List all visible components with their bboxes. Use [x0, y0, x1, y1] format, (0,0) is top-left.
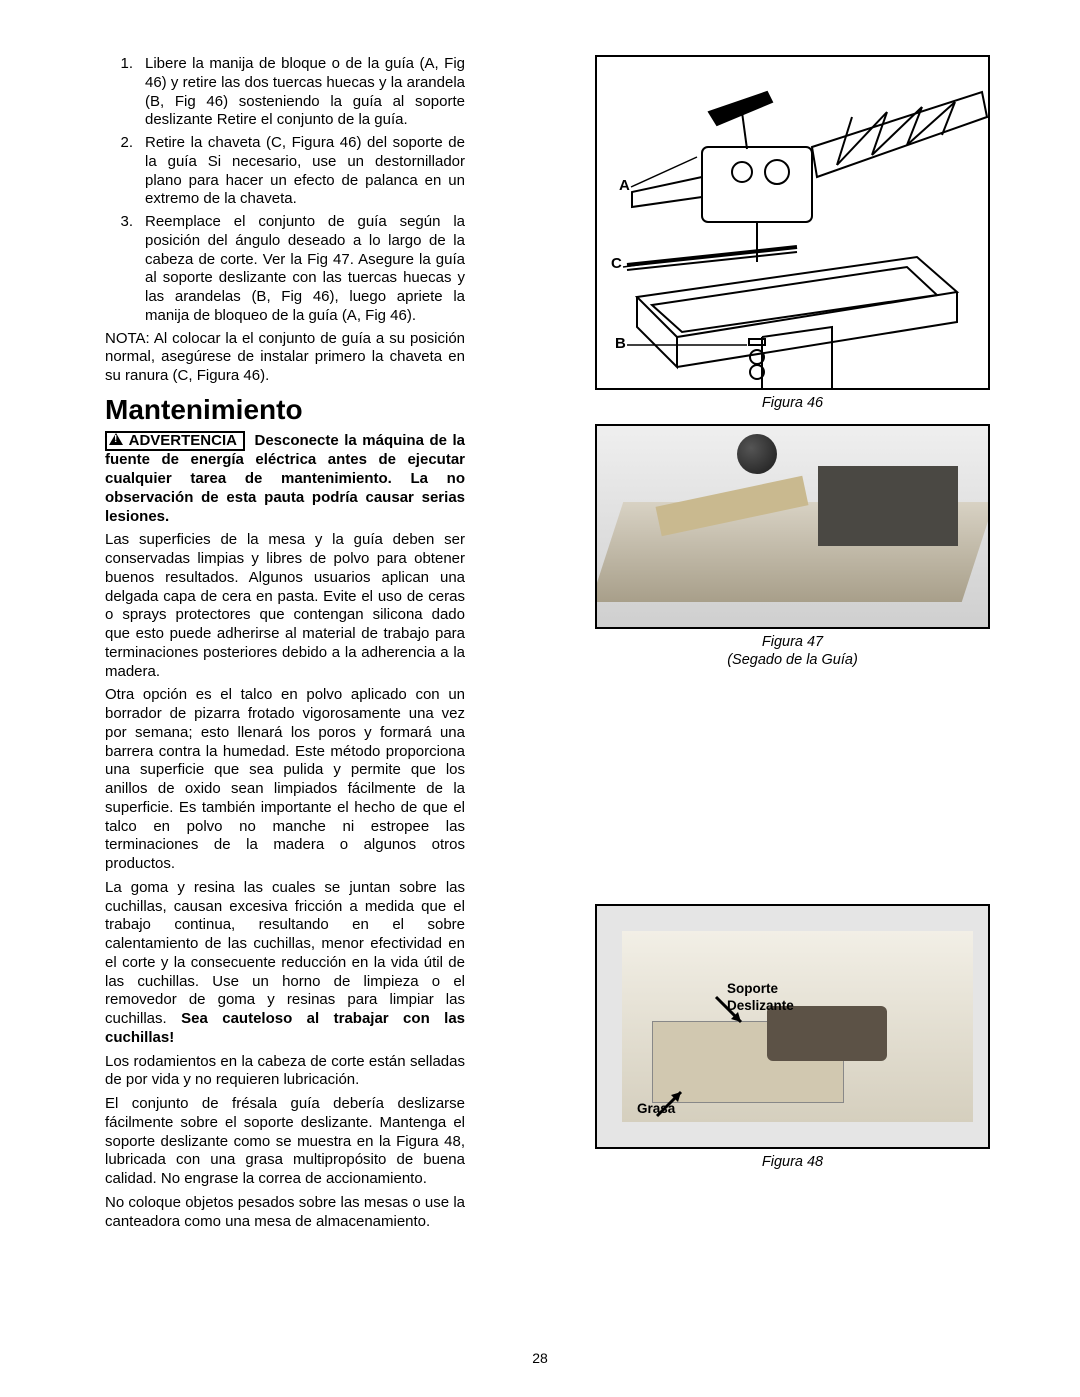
- step-number: 2.: [105, 134, 145, 209]
- right-column: A C B Figura 46: [595, 55, 990, 1236]
- fig47-knob: [737, 434, 777, 474]
- procedure-list: 1. Libere la manija de bloque o de la gu…: [105, 55, 465, 326]
- step-number: 1.: [105, 55, 145, 130]
- fig47-fence: [818, 466, 958, 546]
- figure-48-caption: Figura 48: [595, 1153, 990, 1171]
- fig46-label-A: A: [619, 177, 630, 196]
- body-para-blades: La goma y resina las cuales se juntan so…: [105, 879, 465, 1048]
- figure-46-drawing: [597, 57, 990, 390]
- page-number: 28: [0, 1350, 1080, 1368]
- note: NOTA: Al colocar la el conjunto de guía …: [105, 330, 465, 386]
- step-2: 2. Retire la chaveta (C, Figura 46) del …: [105, 134, 465, 209]
- warning-triangle-icon: [109, 433, 123, 445]
- figure-46: A C B: [595, 55, 990, 390]
- fig46-label-B: B: [615, 335, 626, 354]
- left-column: 1. Libere la manija de bloque o de la gu…: [105, 55, 465, 1236]
- body-para: Otra opción es el talco en polvo aplicad…: [105, 686, 465, 874]
- warning-paragraph: ADVERTENCIA Desconecte la máquina de la …: [105, 431, 465, 527]
- body-para-blades-pre: La goma y resina las cuales se juntan so…: [105, 879, 465, 1027]
- fig46-label-C: C: [611, 255, 622, 274]
- warning-label: ADVERTENCIA: [129, 432, 237, 449]
- fig48-arrow-icon: [649, 1084, 689, 1124]
- columns: 1. Libere la manija de bloque o de la gu…: [105, 55, 990, 1236]
- step-text: Libere la manija de bloque o de la guía …: [145, 55, 465, 130]
- step-text: Reemplace el conjunto de guía según la p…: [145, 213, 465, 326]
- fig48-arrow-icon: [711, 992, 751, 1032]
- page: 1. Libere la manija de bloque o de la gu…: [0, 0, 1080, 1397]
- figure-47-caption-line1: Figura 47: [762, 634, 823, 650]
- body-para: No coloque objetos pesados sobre las mes…: [105, 1194, 465, 1232]
- figure-47-caption-line2: (Segado de la Guía): [727, 652, 858, 668]
- warning-label-box: ADVERTENCIA: [105, 431, 245, 452]
- spacer: [595, 412, 990, 424]
- figure-48: Soporte Deslizante Grasa: [595, 904, 990, 1149]
- body-para: Los rodamientos en la cabeza de corte es…: [105, 1053, 465, 1091]
- step-text: Retire la chaveta (C, Figura 46) del sop…: [145, 134, 465, 209]
- figure-47: [595, 424, 990, 629]
- figure-46-caption: Figura 46: [595, 394, 990, 412]
- step-number: 3.: [105, 213, 145, 326]
- body-para: El conjunto de frésala guía debería desl…: [105, 1095, 465, 1189]
- step-3: 3. Reemplace el conjunto de guía según l…: [105, 213, 465, 326]
- spacer: [595, 669, 990, 904]
- section-heading: Mantenimiento: [105, 392, 465, 427]
- figure-47-caption: Figura 47 (Segado de la Guía): [595, 633, 990, 669]
- step-1: 1. Libere la manija de bloque o de la gu…: [105, 55, 465, 130]
- body-para: Las superficies de la mesa y la guía deb…: [105, 531, 465, 681]
